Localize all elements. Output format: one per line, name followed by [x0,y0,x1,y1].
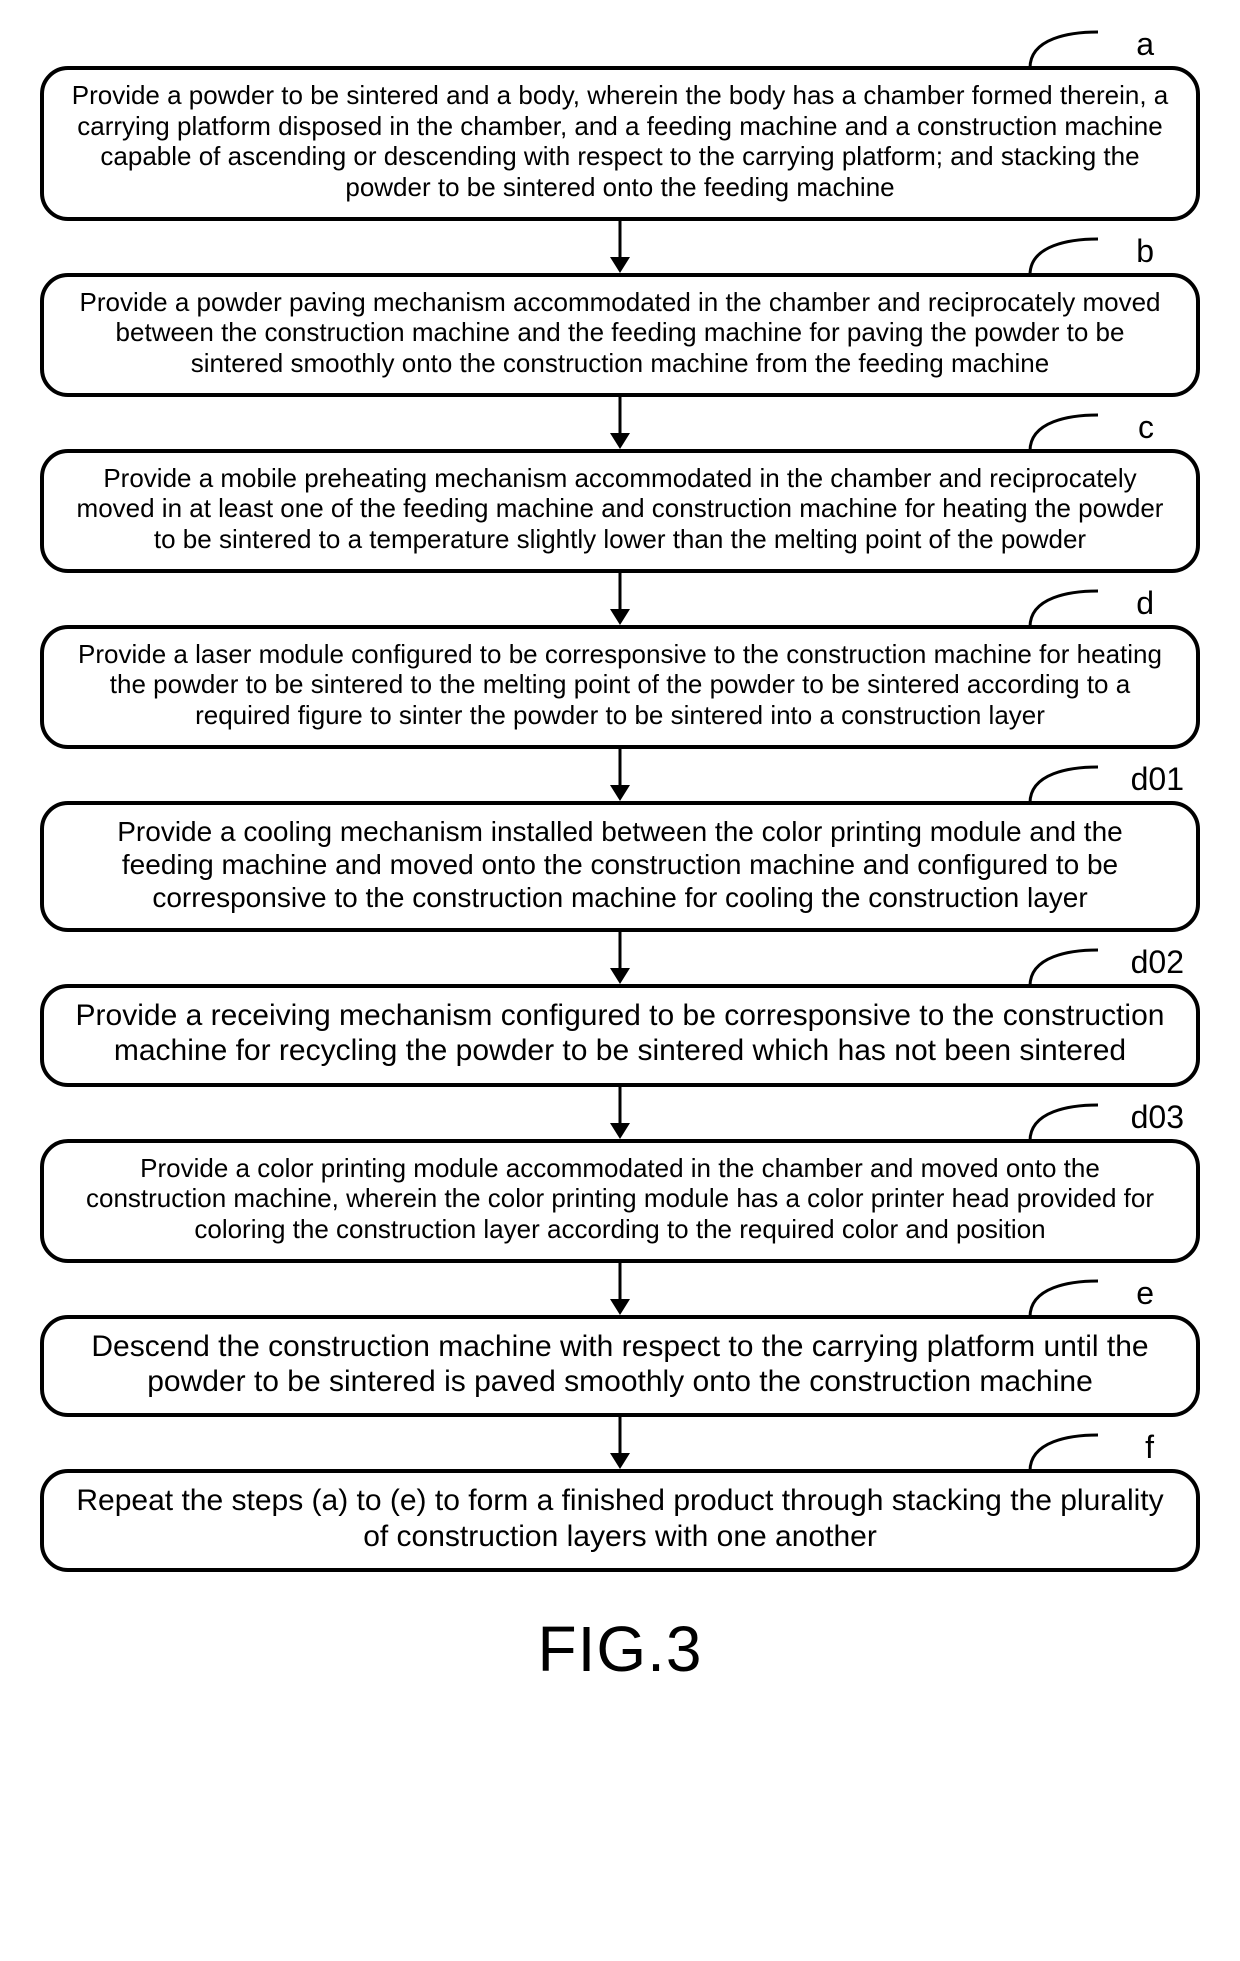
figure-caption: FIG.3 [20,1612,1220,1686]
step-text: Provide a receiving mechanism configured… [76,999,1165,1067]
step-box-d01: Provide a cooling mechanism installed be… [40,801,1200,932]
step-text: Provide a powder to be sintered and a bo… [72,80,1169,202]
arrow [20,1261,1220,1317]
step-label-a: a [1020,24,1150,66]
step-a-wrap: a Provide a powder to be sintered and a … [20,66,1220,221]
step-box-d: Provide a laser module configured to be … [40,625,1200,749]
step-d01-wrap: d01 Provide a cooling mechanism installe… [20,801,1220,932]
step-text: Repeat the steps (a) to (e) to form a fi… [76,1484,1163,1552]
step-text: Provide a laser module configured to be … [78,639,1162,730]
arrow [20,1415,1220,1471]
step-d02-wrap: d02 Provide a receiving mechanism config… [20,984,1220,1087]
step-text: Provide a color printing module accommod… [86,1153,1154,1244]
arrow [20,1085,1220,1141]
step-b-wrap: b Provide a powder paving mechanism acco… [20,273,1220,397]
step-c-wrap: c Provide a mobile preheating mechanism … [20,449,1220,573]
step-text: Provide a powder paving mechanism accomm… [79,287,1160,378]
flowchart-canvas: a Provide a powder to be sintered and a … [0,0,1240,1726]
step-d-wrap: d Provide a laser module configured to b… [20,625,1220,749]
step-id: a [1136,26,1154,63]
step-box-b: Provide a powder paving mechanism accomm… [40,273,1200,397]
arrow [20,395,1220,451]
step-box-d03: Provide a color printing module accommod… [40,1139,1200,1263]
step-d03-wrap: d03 Provide a color printing module acco… [20,1139,1220,1263]
arrow [20,747,1220,803]
step-text: Descend the construction machine with re… [91,1330,1148,1398]
arrow [20,219,1220,275]
step-text: Provide a cooling mechanism installed be… [117,816,1122,913]
step-box-c: Provide a mobile preheating mechanism ac… [40,449,1200,573]
step-box-f: Repeat the steps (a) to (e) to form a fi… [40,1469,1200,1572]
step-f-wrap: f Repeat the steps (a) to (e) to form a … [20,1469,1220,1572]
step-box-e: Descend the construction machine with re… [40,1315,1200,1418]
step-box-d02: Provide a receiving mechanism configured… [40,984,1200,1087]
arrow [20,571,1220,627]
step-box-a: Provide a powder to be sintered and a bo… [40,66,1200,221]
step-e-wrap: e Descend the construction machine with … [20,1315,1220,1418]
step-text: Provide a mobile preheating mechanism ac… [77,463,1164,554]
arrow [20,930,1220,986]
